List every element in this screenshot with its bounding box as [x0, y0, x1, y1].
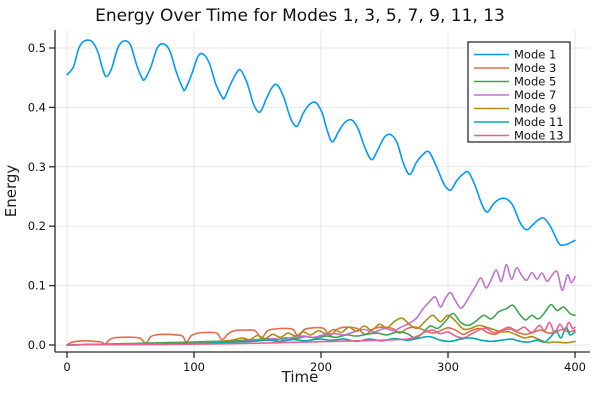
series-line-mode-5: [66, 303, 576, 346]
series-line-mode-7: [66, 263, 576, 346]
x-tick-label: 300: [437, 360, 459, 374]
series-line-mode-9: [66, 314, 576, 346]
y-tick-label: 0.3: [28, 160, 46, 174]
y-tick-label: 0.0: [28, 338, 46, 352]
y-tick-label: 0.4: [28, 100, 46, 114]
axes-layer: 0 100 200 300 400 0.0 0.1 0.2 0.3 0.4 0.5: [28, 30, 590, 374]
legend-label-mode-7: Mode 7: [514, 88, 556, 102]
series-layer: [66, 39, 576, 346]
y-tick-label: 0.5: [28, 41, 46, 55]
y-tick-label: 0.1: [28, 279, 46, 293]
legend-label-mode-11: Mode 11: [514, 115, 564, 129]
x-tick-label: 100: [183, 360, 205, 374]
legend-label-mode-5: Mode 5: [514, 75, 556, 89]
chart-title: Energy Over Time for Modes 1, 3, 5, 7, 9…: [95, 6, 505, 26]
legend-label-mode-1: Mode 1: [514, 48, 556, 62]
legend-label-mode-13: Mode 13: [514, 129, 564, 143]
x-tick-label: 200: [310, 360, 332, 374]
x-tick-label: 400: [564, 360, 586, 374]
legend-label-mode-3: Mode 3: [514, 61, 556, 75]
x-axis-label: Time: [281, 368, 319, 386]
legend-label-mode-9: Mode 9: [514, 102, 556, 116]
x-tick-label: 0: [63, 360, 70, 374]
y-axis-label: Energy: [2, 165, 20, 218]
series-line-mode-3: [66, 326, 576, 346]
y-tick-label: 0.2: [28, 219, 46, 233]
series-line-mode-1: [66, 39, 576, 247]
series-line-mode-13: [66, 321, 576, 346]
series-line-mode-11: [66, 326, 576, 346]
legend-box: [467, 41, 571, 143]
